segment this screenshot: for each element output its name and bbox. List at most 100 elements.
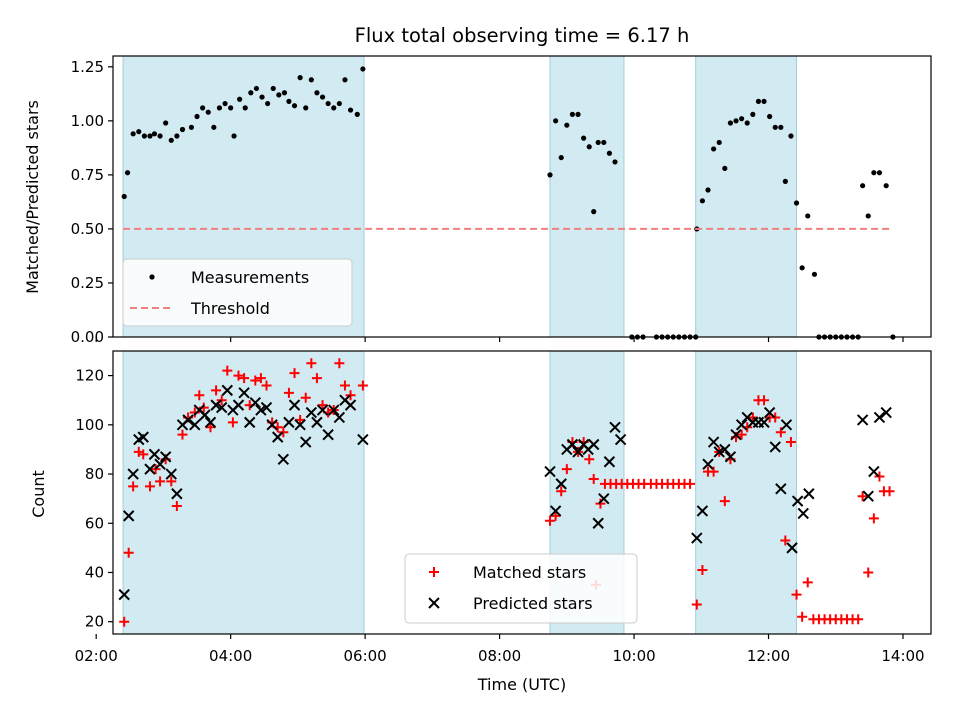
measurement-point — [575, 111, 581, 117]
measurement-point — [595, 139, 601, 146]
measurement-point — [130, 131, 136, 137]
predicted-star-point — [221, 384, 234, 397]
matched-star-point — [211, 385, 222, 396]
matched-star-point — [857, 491, 868, 502]
legend-label: Matched stars — [473, 563, 586, 582]
predicted-star-point — [868, 465, 880, 478]
measurement-point — [174, 133, 180, 139]
measurement-point — [793, 200, 800, 206]
predicted-star-point — [294, 419, 306, 431]
predicted-star-point — [572, 446, 584, 458]
measurement-point — [716, 139, 722, 146]
legend-label: Predicted stars — [473, 594, 593, 613]
predicted-star-point — [344, 399, 357, 411]
predicted-star-point — [707, 436, 720, 448]
measurement-point — [699, 198, 706, 204]
predicted-star-point — [549, 505, 562, 517]
measurement-point — [755, 98, 762, 104]
predicted-star-point — [588, 438, 600, 451]
matched-star-point — [144, 481, 155, 492]
matched-star-point — [736, 429, 747, 440]
matched-star-point — [295, 414, 306, 425]
matched-star-point — [222, 365, 233, 376]
measurement-point — [347, 107, 354, 113]
measurement-point — [883, 183, 889, 189]
measurement-point — [151, 131, 158, 137]
matched-star-point — [177, 429, 188, 440]
predicted-star-point — [691, 532, 703, 544]
measurement-point — [750, 111, 756, 117]
measurement-point — [141, 133, 147, 139]
matched-star-point — [759, 395, 770, 406]
predicted-star-point — [171, 488, 183, 500]
predicted-star-point — [215, 401, 228, 414]
y-tick-label: 1.00 — [71, 112, 104, 130]
measurement-point — [253, 85, 260, 92]
y-tick-label: 80 — [85, 465, 104, 483]
matched-star-point — [588, 473, 599, 484]
top-y-axis-label: Matched/Predicted stars — [23, 100, 42, 294]
matched-star-point — [853, 614, 864, 625]
predicted-star-point — [232, 399, 245, 411]
measurement-point — [871, 170, 877, 176]
measurement-point — [168, 137, 174, 143]
measurement-point — [569, 111, 576, 117]
predicted-star-point — [243, 416, 256, 429]
measurement-point — [805, 213, 811, 219]
matched-star-point — [166, 476, 177, 487]
matched-star-point — [747, 412, 758, 423]
y-tick-label: 20 — [85, 613, 104, 631]
bottom-panel: 20 40 60 80 100 120 02:00 04:00 06:00 08:00 10:00 1… — [75, 350, 932, 665]
matched-star-point — [250, 375, 261, 386]
measurement-point — [222, 100, 228, 107]
measurement-point — [121, 193, 127, 200]
y-tick-label: 100 — [75, 416, 104, 434]
predicted-star-point — [238, 387, 250, 399]
predicted-star-point — [272, 431, 284, 443]
predicted-star-point — [189, 419, 201, 431]
predicted-star-point — [283, 416, 295, 429]
measurement-point — [811, 271, 818, 277]
predicted-star-point — [719, 443, 731, 456]
matched-star-point — [123, 547, 134, 558]
measurement-point — [876, 170, 883, 176]
measurement-point — [216, 105, 223, 111]
measurement-point — [739, 116, 745, 122]
y-tick-label: 0.25 — [71, 274, 104, 292]
predicted-star-point — [277, 453, 290, 465]
matched-star-point — [261, 380, 272, 391]
predicted-star-point — [780, 419, 793, 431]
legend-box — [122, 258, 353, 327]
predicted-star-point — [763, 406, 776, 419]
predicted-star-point — [300, 436, 312, 448]
measurement-point — [354, 111, 360, 117]
measurement-point — [188, 124, 195, 130]
matched-star-point — [797, 611, 808, 622]
matched-star-point — [138, 449, 149, 460]
predicted-star-point — [544, 465, 556, 478]
predicted-star-point — [182, 414, 194, 426]
measurement-point — [297, 75, 303, 81]
measurement-point — [711, 146, 717, 152]
measurement-point — [553, 118, 559, 124]
measurement-point — [270, 85, 276, 92]
predicted-star-point — [260, 401, 273, 414]
measurement-point — [581, 135, 587, 141]
legend-marker-matched — [429, 567, 439, 577]
measurement-point — [286, 98, 292, 104]
measurement-point — [558, 154, 564, 161]
x-tick-label: 04:00 — [209, 647, 252, 665]
matched-star-point — [311, 373, 322, 384]
matched-star-point — [227, 417, 238, 428]
predicted-star-point — [786, 542, 798, 554]
matched-star-point — [868, 513, 879, 524]
matched-star-point — [194, 390, 205, 401]
matched-star-point — [884, 486, 895, 497]
predicted-star-point — [769, 441, 781, 453]
measurement-point — [865, 213, 871, 219]
predicted-star-point — [730, 428, 742, 441]
measurement-point — [336, 100, 342, 107]
matched-star-point — [584, 454, 595, 465]
shaded-interval — [122, 350, 365, 635]
